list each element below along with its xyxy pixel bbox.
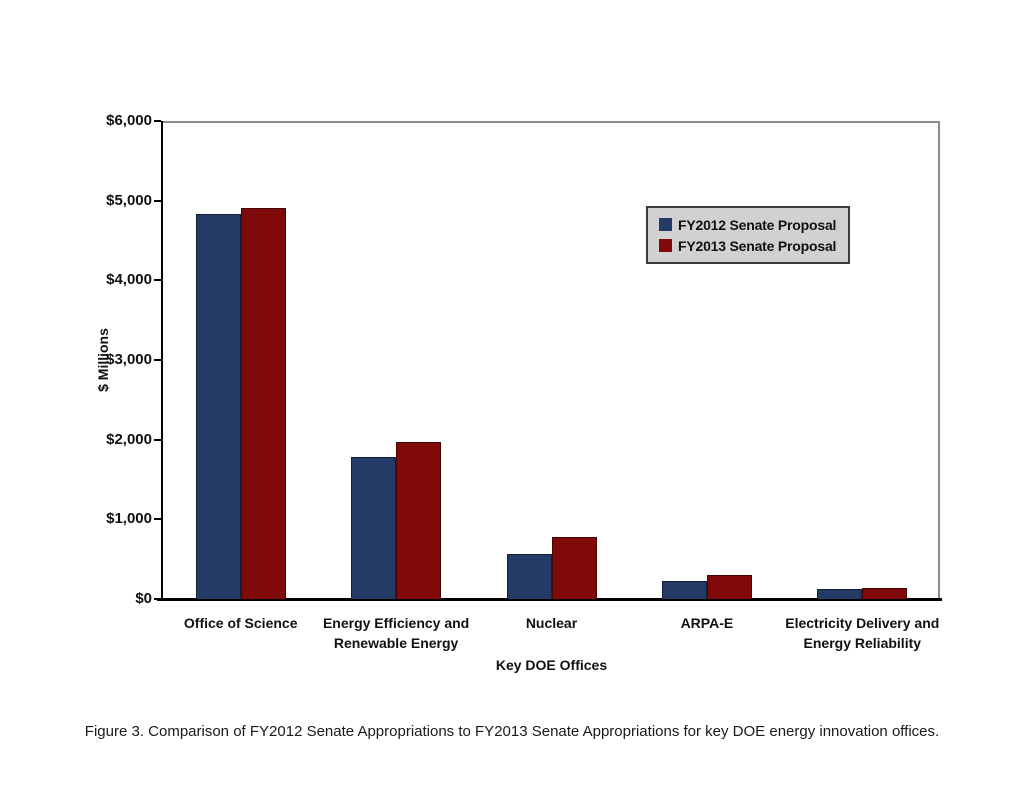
y-tick-label: $4,000 bbox=[106, 271, 152, 289]
bar-fy2012-cat2 bbox=[506, 554, 552, 599]
bar-fy2013-cat2 bbox=[551, 536, 597, 599]
legend-label: FY2013 Senate Proposal bbox=[678, 237, 837, 254]
x-axis-line bbox=[157, 598, 942, 601]
x-category-label-line: Energy Reliability bbox=[803, 635, 922, 651]
y-axis-title: $ Millions bbox=[95, 328, 111, 392]
y-tick-label: $1,000 bbox=[106, 510, 152, 528]
y-tick-mark bbox=[154, 438, 161, 441]
x-category-label-line: Nuclear bbox=[525, 615, 578, 631]
x-category-label: Office of Science bbox=[146, 613, 336, 633]
y-tick-mark bbox=[154, 279, 161, 282]
x-category-label-line: Renewable Energy bbox=[333, 635, 459, 651]
x-category-label-line: ARPA-E bbox=[680, 615, 734, 631]
legend-swatch bbox=[659, 239, 672, 252]
bar-fy2013-cat4 bbox=[862, 587, 908, 599]
x-category-label-line: Energy Efficiency and bbox=[322, 615, 470, 631]
bar-fy2012-cat4 bbox=[817, 588, 863, 599]
y-axis-line bbox=[161, 121, 163, 601]
legend-label: FY2012 Senate Proposal bbox=[678, 216, 837, 233]
y-tick-label: $0 bbox=[135, 590, 152, 607]
bar-fy2012-cat3 bbox=[661, 580, 707, 599]
y-tick-label: $6,000 bbox=[106, 112, 152, 129]
plot-area bbox=[163, 121, 940, 599]
legend-swatch bbox=[659, 218, 672, 231]
legend: FY2012 Senate Proposal FY2013 Senate Prop… bbox=[646, 206, 851, 264]
x-category-label: ARPA-E bbox=[612, 613, 802, 633]
y-tick-mark bbox=[154, 518, 161, 521]
legend-row: FY2012 Senate Proposal bbox=[659, 214, 836, 235]
bar-fy2013-cat3 bbox=[706, 575, 752, 599]
x-category-label: Energy Efficiency and Renewable Energy bbox=[301, 613, 491, 653]
x-category-label: Electricity Delivery and Energy Reliabili… bbox=[767, 613, 957, 653]
x-category-label-line: Office of Science bbox=[183, 615, 298, 631]
y-tick-mark bbox=[154, 120, 161, 122]
y-tick-mark bbox=[154, 359, 161, 361]
figure-caption: Figure 3. Comparison of FY2012 Senate Ap… bbox=[84, 723, 940, 740]
legend-row: FY2013 Senate Proposal bbox=[659, 235, 836, 256]
x-axis-title: Key DOE Offices bbox=[495, 657, 608, 673]
y-tick-label: $5,000 bbox=[106, 191, 152, 209]
y-tick-label: $2,000 bbox=[106, 430, 152, 448]
x-category-label-line: Electricity Delivery and bbox=[785, 615, 940, 631]
y-tick-mark bbox=[154, 199, 161, 202]
bar-fy2013-cat0 bbox=[240, 207, 286, 599]
x-category-label: Nuclear bbox=[457, 613, 647, 633]
bar-fy2012-cat0 bbox=[195, 214, 241, 599]
y-tick-label: $3,000 bbox=[106, 351, 152, 368]
y-tick-mark bbox=[154, 598, 161, 600]
bar-fy2013-cat1 bbox=[396, 442, 442, 599]
bar-fy2012-cat1 bbox=[351, 457, 397, 599]
